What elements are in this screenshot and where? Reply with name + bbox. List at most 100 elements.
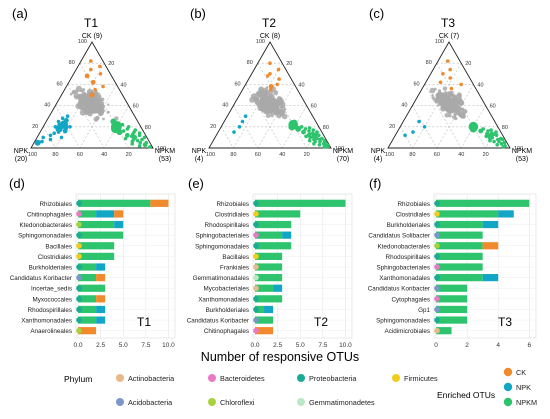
- bar-segment-npk: [282, 231, 292, 239]
- enriched-otu-npkm: [307, 132, 312, 136]
- ternary-plots: (a)T1202020404040606060808080100100100CK…: [12, 6, 532, 163]
- phylum-dot: [434, 274, 440, 281]
- phylum-dot: [76, 200, 82, 207]
- enriched-otu-npkm: [131, 137, 136, 142]
- legend-phylum-swatch: [208, 374, 216, 382]
- enriched-otu-npk: [55, 125, 63, 133]
- row-label: Bacillales: [222, 254, 249, 261]
- background-otu-point: [93, 99, 99, 106]
- background-otu-point: [99, 95, 102, 98]
- enriched-otu-npkm: [311, 128, 316, 132]
- background-otu-point: [456, 105, 462, 111]
- row-label: Rhizobiales: [216, 201, 249, 208]
- enriched-otu-npk: [56, 119, 61, 124]
- enriched-otu-npkm: [137, 131, 142, 135]
- bar-segment-npkm: [78, 274, 97, 282]
- background-otu-point: [449, 101, 455, 107]
- enriched-otu-npkm: [317, 143, 322, 147]
- bar-segment-npkm: [436, 252, 483, 260]
- bar-segment-npk: [498, 210, 514, 218]
- tick-label-npkm: 60: [311, 104, 317, 110]
- phylum-dot: [76, 285, 82, 292]
- bar-segment-npkm: [436, 210, 499, 218]
- row-label: Clostridiales: [215, 211, 249, 218]
- tick-label-npkm: 60: [490, 104, 496, 110]
- bar-segment-npkm: [255, 295, 283, 303]
- enriched-otu-ck: [449, 86, 454, 91]
- ternary-panel-1: (a)T1202020404040606060808080100100100CK…: [12, 6, 175, 163]
- enriched-otu-npkm: [308, 135, 313, 140]
- enriched-otu-npk: [56, 130, 61, 134]
- enriched-otu-npk: [59, 135, 64, 140]
- bar-segment-npk: [482, 274, 499, 282]
- background-otu-point: [269, 113, 274, 118]
- bar-segment-npkm: [255, 242, 292, 250]
- enriched-otu-npkm: [315, 130, 319, 134]
- enriched-otu-ck: [446, 59, 450, 63]
- tick-label-npk: 100: [385, 152, 394, 158]
- background-otu-point: [258, 88, 264, 94]
- enriched-otu-npk: [232, 130, 236, 134]
- ternary-frame: [30, 41, 154, 149]
- panel-title: T2: [262, 16, 276, 30]
- enriched-otu-ck: [268, 72, 272, 76]
- tick-label-ck: 80: [69, 60, 75, 66]
- bar-segment-ck: [78, 327, 97, 335]
- legend-phylum-label: Chloroflexi: [220, 398, 255, 407]
- row-label: Chitinophagales: [27, 211, 72, 218]
- grid-line: [424, 84, 462, 149]
- bar-segment-npk: [96, 263, 106, 271]
- grid-line: [220, 126, 234, 149]
- ternary-panel-2: (b)T2202020404040606060808080100100100CK…: [190, 6, 353, 163]
- enriched-otu-ck: [101, 84, 105, 89]
- bar-segment-npkm: [78, 199, 151, 207]
- bar-segment-npkm: [255, 252, 283, 260]
- enriched-otu-npkm: [115, 125, 121, 131]
- tick-label-ck: 100: [435, 39, 444, 45]
- phylum-dot: [76, 274, 82, 281]
- tick-label-npkm: 20: [465, 61, 471, 67]
- enriched-otu-npkm: [312, 137, 316, 142]
- row-label: Clostridiales: [396, 211, 430, 218]
- background-otu-point: [265, 113, 271, 118]
- phylum-dot: [76, 264, 82, 270]
- tick-label-npk: 80: [409, 152, 415, 158]
- enriched-otu-npkm: [501, 145, 506, 149]
- phylum-dot: [434, 242, 440, 249]
- background-otu-point: [279, 106, 283, 109]
- background-otu-point: [433, 87, 437, 91]
- phylum-dot: [434, 285, 440, 292]
- background-otu-point: [258, 94, 261, 96]
- background-otu-point: [79, 109, 86, 116]
- enriched-otu-npkm: [125, 132, 130, 138]
- phylum-dot: [253, 274, 259, 281]
- bar-segment-npk: [264, 305, 274, 314]
- enriched-otu-ck: [448, 76, 453, 80]
- bar-panel-1: (d) 0.0 2.5 5.0 7.5 10.0 Rhizobiales Chitinopha…: [9, 176, 176, 349]
- enriched-otu-ck: [268, 84, 274, 89]
- row-label: Sphingobacteriales: [195, 233, 249, 240]
- background-otu-point: [436, 94, 439, 98]
- enriched-otu-npkm: [315, 136, 319, 141]
- bar-segment-npkm: [78, 316, 97, 324]
- background-otu-point: [106, 110, 110, 114]
- panel-title: T1: [137, 315, 151, 329]
- enriched-otu-npk: [52, 131, 56, 135]
- background-otu-point: [97, 95, 100, 98]
- legend-enriched-label: NPK: [516, 383, 531, 392]
- enriched-otu-npk: [240, 119, 245, 124]
- background-otu-point: [95, 115, 100, 121]
- x-tick-label: 4: [496, 342, 500, 349]
- background-otu-point: [449, 90, 454, 96]
- bar-segment-npkm: [436, 220, 483, 229]
- enriched-otu-npkm: [486, 129, 490, 133]
- legend-phylum-label: Bacteroidetes: [220, 374, 265, 383]
- x-tick-label: 0.0: [73, 342, 82, 349]
- enriched-otu-npkm: [470, 121, 477, 128]
- bar-segment-npkm: [78, 252, 115, 260]
- bar-segment-npk: [273, 284, 283, 292]
- row-label: Sphingomonadales: [195, 243, 249, 250]
- row-label: Ktedonobacterales: [377, 243, 430, 250]
- corner-label-ck: CK (7): [439, 33, 459, 40]
- row-label: Gemmatimonadales: [193, 275, 249, 282]
